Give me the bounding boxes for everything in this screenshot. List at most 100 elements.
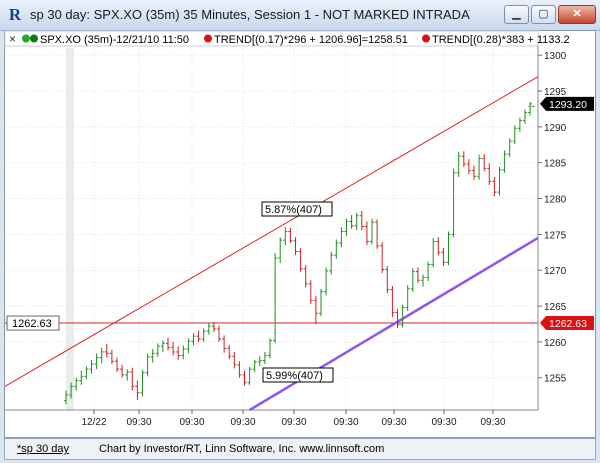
legend-item-0[interactable]: SPX.XO (35m)-12/21/10 11:50 [40, 34, 189, 46]
candle[interactable] [84, 366, 89, 380]
candle[interactable] [466, 159, 471, 175]
candle[interactable] [298, 247, 303, 272]
chart-tab-label[interactable]: *sp 30 day [17, 443, 69, 455]
candle[interactable] [523, 109, 527, 124]
candle[interactable] [456, 151, 461, 178]
candle[interactable] [125, 369, 130, 381]
candle[interactable] [140, 369, 145, 397]
candle[interactable] [94, 353, 99, 370]
candle[interactable] [482, 154, 487, 172]
candle[interactable] [405, 285, 410, 312]
candle[interactable] [150, 349, 155, 363]
candle[interactable] [421, 274, 425, 287]
candle[interactable] [227, 344, 232, 360]
candle[interactable] [502, 150, 507, 173]
candle[interactable] [472, 165, 476, 180]
candle[interactable] [201, 328, 206, 342]
candle[interactable] [79, 370, 84, 385]
candle[interactable] [288, 227, 293, 243]
candle[interactable] [303, 265, 308, 288]
candle[interactable] [196, 330, 201, 342]
candle[interactable] [222, 335, 227, 353]
candle[interactable] [242, 370, 247, 386]
candle[interactable] [176, 346, 181, 360]
candle[interactable] [237, 361, 242, 378]
candle[interactable] [329, 251, 334, 275]
legend-item-1[interactable]: TREND[(0.17)*296 + 1206.96]=1258.51 [214, 34, 408, 46]
candle[interactable] [283, 227, 288, 246]
candle[interactable] [507, 138, 512, 157]
candle[interactable] [385, 265, 390, 294]
candle[interactable] [64, 390, 68, 405]
candle[interactable] [273, 253, 278, 344]
candle[interactable] [211, 321, 216, 332]
candle[interactable] [120, 364, 125, 378]
close-window-button[interactable]: ✕ [558, 5, 596, 24]
legend-dot-icon[interactable] [204, 34, 212, 43]
candle[interactable] [451, 168, 456, 238]
candle[interactable] [191, 333, 196, 346]
legend-dot-icon[interactable] [30, 34, 38, 43]
candle[interactable] [375, 219, 380, 249]
candle[interactable] [257, 356, 262, 367]
candle[interactable] [380, 242, 385, 274]
red-channel-line[interactable] [4, 76, 539, 387]
candle[interactable] [232, 351, 237, 369]
candle[interactable] [436, 237, 441, 256]
candle[interactable] [487, 163, 492, 185]
candle[interactable] [252, 359, 257, 373]
candle[interactable] [99, 347, 104, 364]
candle[interactable] [130, 367, 135, 391]
candle[interactable] [324, 267, 329, 296]
candle[interactable] [359, 210, 364, 231]
candle[interactable] [395, 308, 400, 329]
candle[interactable] [308, 280, 313, 304]
candle[interactable] [319, 288, 323, 317]
candle[interactable] [104, 344, 109, 358]
maximize-button[interactable]: ▢ [531, 5, 556, 24]
candle[interactable] [262, 351, 267, 365]
candle[interactable] [181, 345, 186, 360]
investor-rt-logo-icon[interactable]: R [8, 5, 22, 24]
candle[interactable] [390, 285, 395, 317]
candle[interactable] [477, 154, 482, 180]
candle[interactable] [410, 268, 415, 292]
candle[interactable] [426, 261, 431, 281]
candle[interactable] [145, 353, 150, 377]
candle[interactable] [446, 231, 451, 266]
candle[interactable] [339, 227, 344, 248]
candle[interactable] [370, 218, 374, 245]
candle[interactable] [334, 239, 339, 259]
candle[interactable] [441, 247, 446, 266]
candle[interactable] [528, 101, 533, 116]
candle[interactable] [461, 151, 466, 167]
candle[interactable] [89, 359, 94, 374]
candle[interactable] [512, 125, 517, 145]
candle[interactable] [497, 166, 502, 196]
candle[interactable] [171, 341, 176, 356]
candle[interactable] [115, 357, 119, 373]
candle[interactable] [415, 267, 420, 284]
candle[interactable] [354, 212, 359, 231]
candle[interactable] [268, 338, 272, 359]
candle[interactable] [186, 338, 191, 354]
candle[interactable] [517, 117, 522, 132]
legend-dot-icon[interactable] [422, 34, 430, 43]
candle[interactable] [160, 340, 165, 352]
candle[interactable] [206, 322, 211, 335]
legend-item-2[interactable]: TREND[(0.28)*383 + 1133.2 [432, 34, 570, 46]
candle[interactable] [313, 296, 318, 324]
legend-dot-icon[interactable] [22, 34, 30, 43]
candle[interactable] [74, 377, 79, 391]
candle[interactable] [135, 380, 140, 400]
candle[interactable] [166, 337, 170, 351]
minimize-button[interactable]: ▁ [504, 5, 529, 24]
legend-close-icon[interactable]: × [9, 32, 16, 46]
candle[interactable] [293, 237, 298, 256]
candle[interactable] [109, 349, 114, 365]
candle[interactable] [344, 218, 349, 236]
candle[interactable] [247, 366, 252, 385]
candle[interactable] [217, 325, 221, 342]
candle[interactable] [431, 237, 436, 268]
